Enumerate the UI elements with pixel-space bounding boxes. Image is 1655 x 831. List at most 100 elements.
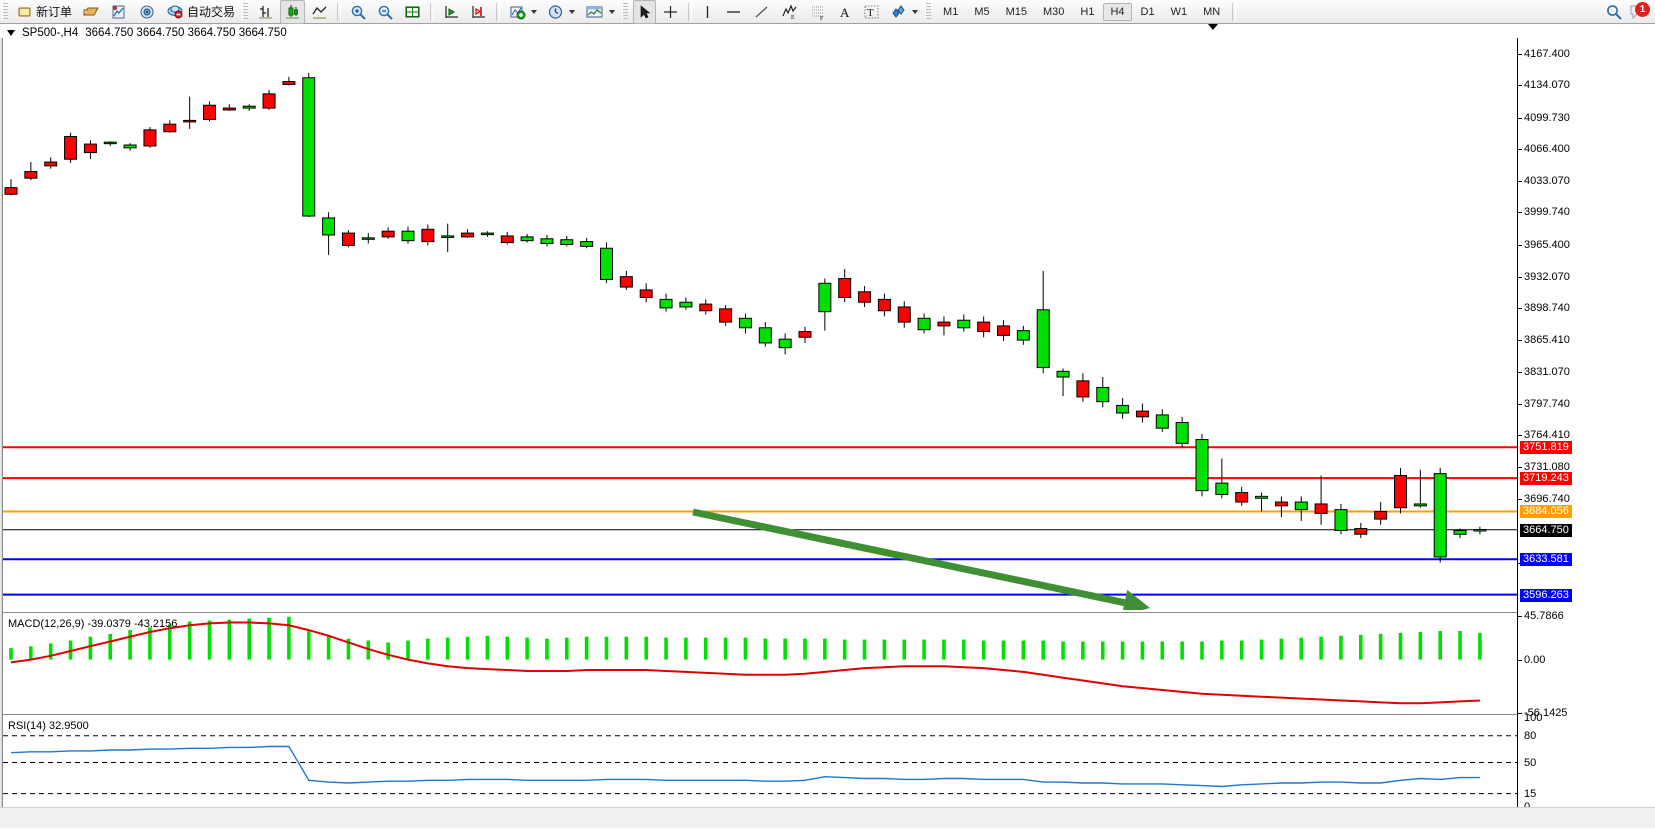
zoom-in-icon <box>350 4 367 20</box>
chevron-down-icon-4[interactable] <box>912 9 919 14</box>
period-button[interactable] <box>543 0 579 24</box>
candle-body <box>1453 529 1467 535</box>
macd-title: MACD(12,26,9) -39.0379 -43.2156 <box>8 618 178 630</box>
macd-histogram-bar <box>584 636 589 660</box>
bar-chart-button[interactable] <box>253 0 278 24</box>
new-order-label: 新订单 <box>36 5 73 19</box>
candle-body <box>103 141 117 145</box>
vline-button[interactable] <box>697 0 718 24</box>
candle-body <box>1354 528 1368 535</box>
add-indicator-button[interactable] <box>505 0 541 24</box>
candle-body <box>1195 439 1209 492</box>
macd-histogram-bar <box>505 636 510 660</box>
symbol-dropdown-icon[interactable] <box>7 30 15 36</box>
search-icon[interactable] <box>1605 3 1623 21</box>
timeframe-m30[interactable]: M30 <box>1043 5 1065 18</box>
hline-button[interactable] <box>720 0 747 24</box>
toolbar-separator-2 <box>430 2 435 21</box>
navigator-button[interactable] <box>134 0 160 24</box>
toolbar-grip-2[interactable] <box>242 3 249 20</box>
candle-body <box>719 308 733 323</box>
text-label-button[interactable]: A <box>834 0 857 24</box>
timeframe-m15[interactable]: M15 <box>1005 5 1027 18</box>
price-scale[interactable]: 4167.400 4134.070 4099.730 4066.400 4033.070… <box>1517 38 1655 813</box>
toolbar-grip[interactable] <box>2 3 8 20</box>
trendline-button[interactable] <box>749 0 774 24</box>
macd-histogram-bar <box>1319 636 1323 660</box>
candle-body <box>1334 509 1348 531</box>
timeframe-m1[interactable]: M1 <box>943 5 959 18</box>
timeframe-h4[interactable]: H4 <box>1103 2 1132 21</box>
rsi-tick-label-15: 15 <box>1524 787 1537 800</box>
new-order-button[interactable]: 新订单 <box>13 0 76 24</box>
price-tick-label-3: 4066.400 <box>1524 143 1570 156</box>
macd-histogram-bar <box>624 636 629 660</box>
candle-body <box>24 171 38 179</box>
pane-separator-macd-rsi <box>2 714 1655 715</box>
macd-histogram-bar <box>108 633 113 660</box>
templates-button[interactable] <box>581 0 619 24</box>
candle-body <box>322 217 336 236</box>
macd-histogram-bar <box>88 636 93 660</box>
candle-body <box>977 321 991 333</box>
timeframe-h1[interactable]: H1 <box>1080 5 1095 18</box>
text-box-button[interactable]: T <box>859 0 884 24</box>
candle-body <box>461 232 475 238</box>
toolbar-separator-5 <box>1232 2 1237 21</box>
candle-body <box>1235 492 1249 503</box>
line-chart-button[interactable] <box>307 0 332 24</box>
text-label-icon: A <box>838 4 853 20</box>
candle-body <box>222 107 236 111</box>
price-pane[interactable] <box>3 38 1517 610</box>
candle-body <box>1294 501 1308 511</box>
chevron-down-icon-3[interactable] <box>609 9 616 14</box>
price-tick-label-5: 3999.740 <box>1524 206 1570 219</box>
timeframe-w1[interactable]: W1 <box>1170 5 1188 18</box>
candle-body <box>282 81 296 85</box>
profile-button[interactable] <box>78 0 104 24</box>
price-tick-label-0: 4167.400 <box>1524 47 1570 60</box>
macd-histogram-bar <box>48 643 53 660</box>
cursor-button[interactable] <box>633 0 657 24</box>
zoom-in-button[interactable] <box>346 0 371 24</box>
svg-text:A: A <box>840 5 850 20</box>
rsi-pane[interactable] <box>3 718 1517 807</box>
price-tick-label-14: 3696.740 <box>1524 493 1570 506</box>
chart-left-rail[interactable] <box>0 38 3 807</box>
macd-pane[interactable] <box>3 616 1517 713</box>
timeframe-d1[interactable]: D1 <box>1140 5 1155 18</box>
candle-body <box>580 241 594 247</box>
chevron-down-icon-2[interactable] <box>569 9 576 14</box>
macd-histogram-bar <box>1418 631 1423 660</box>
chevron-down-icon[interactable] <box>531 9 538 14</box>
macd-histogram-bar <box>1339 635 1343 660</box>
macd-histogram-bar <box>545 638 549 660</box>
shift-end-button[interactable] <box>466 0 491 24</box>
macd-histogram-bar <box>882 639 887 660</box>
toolbar-grip-4[interactable] <box>925 3 932 20</box>
cursor-icon <box>637 4 652 20</box>
timeframe-m5[interactable]: M5 <box>974 5 990 18</box>
crosshair-button[interactable] <box>658 0 683 24</box>
elliott-wave-button[interactable]: E <box>776 0 803 24</box>
alerts-badge[interactable]: 1 <box>1629 1 1650 21</box>
grid-button[interactable] <box>400 0 425 24</box>
price-tick-label-10: 3831.070 <box>1524 366 1570 379</box>
down-trend-arrow[interactable] <box>692 508 1150 610</box>
toolbar-grip-3[interactable] <box>622 3 629 20</box>
macd-histogram-bar <box>525 637 529 660</box>
zoom-out-button[interactable] <box>373 0 398 24</box>
market-watch-button[interactable] <box>106 0 132 24</box>
candle-body <box>818 282 832 313</box>
candle-body <box>540 238 554 245</box>
shift-start-button[interactable] <box>439 0 464 24</box>
fibonacci-button[interactable]: F <box>805 0 832 24</box>
candlestick-chart-button[interactable] <box>280 0 306 24</box>
status-strip <box>0 807 1655 828</box>
timeframe-mn[interactable]: MN <box>1203 5 1221 18</box>
shapes-button[interactable] <box>886 0 922 24</box>
autotrading-button[interactable]: 自动交易 <box>162 0 239 24</box>
candle-body <box>520 236 534 242</box>
macd-histogram-bar <box>227 619 232 660</box>
symbol-timeframe-label: SP500-,H4 <box>22 27 79 39</box>
